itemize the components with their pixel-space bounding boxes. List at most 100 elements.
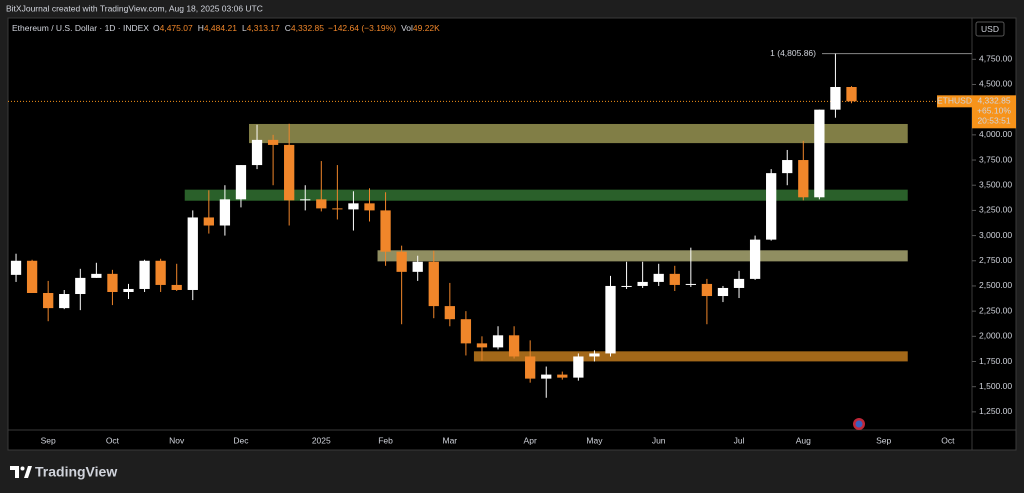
x-tick-label: 2025 bbox=[312, 435, 331, 445]
candle-body bbox=[43, 293, 54, 309]
price-tag bbox=[972, 95, 1016, 129]
candle-body bbox=[814, 109, 825, 198]
candle-body bbox=[685, 283, 696, 285]
y-tick-label: 4,750.00 bbox=[979, 54, 1012, 64]
candle-body bbox=[267, 139, 279, 145]
candle-body bbox=[219, 199, 231, 226]
candle-body bbox=[733, 278, 745, 288]
x-tick-label: Jun bbox=[652, 435, 666, 445]
candle-body bbox=[749, 239, 761, 279]
series-tag bbox=[937, 95, 972, 108]
candle-body bbox=[203, 217, 214, 226]
candle-body bbox=[59, 294, 70, 309]
candle-body bbox=[541, 374, 552, 379]
y-tick-label: 2,250.00 bbox=[979, 305, 1012, 315]
legend-value: 49.22K bbox=[413, 23, 440, 33]
x-tick-label: Oct bbox=[941, 435, 955, 445]
candle-body bbox=[284, 144, 295, 201]
legend-symbol: Ethereum / U.S. Dollar · 1D · INDEX bbox=[12, 23, 149, 33]
candle-body bbox=[171, 284, 182, 290]
candle-body bbox=[605, 285, 616, 354]
candle-body bbox=[589, 353, 600, 357]
candle-body bbox=[701, 283, 713, 297]
y-tick-label: 3,500.00 bbox=[979, 179, 1012, 189]
y-tick-label: 4,500.00 bbox=[979, 79, 1012, 89]
candle-body bbox=[798, 160, 809, 198]
candle-body bbox=[316, 199, 327, 209]
candle-body bbox=[26, 260, 38, 294]
candle-body bbox=[444, 306, 455, 320]
candle-body bbox=[766, 173, 777, 240]
logo-mark bbox=[20, 466, 25, 471]
candle-body bbox=[525, 356, 536, 379]
logo-mark bbox=[10, 466, 19, 478]
logo bbox=[10, 466, 32, 478]
candle-body bbox=[492, 335, 504, 348]
candle-body bbox=[476, 343, 488, 348]
last-price: 4,332.85 bbox=[977, 96, 1010, 106]
last-change: +65.10% bbox=[977, 106, 1011, 116]
candle-body bbox=[717, 287, 729, 297]
candle-body bbox=[573, 356, 584, 378]
annotation-label: 1 (4,805.86) bbox=[770, 48, 816, 58]
candle-body bbox=[830, 86, 841, 110]
legend-key: O bbox=[153, 23, 160, 33]
candle-body bbox=[621, 285, 632, 287]
x-tick-label: Sep bbox=[41, 435, 56, 445]
legend-value: 4,332.85 bbox=[291, 23, 324, 33]
candle-body bbox=[155, 260, 166, 285]
chart-panel bbox=[7, 17, 1017, 451]
y-tick-label: 3,000.00 bbox=[979, 230, 1012, 240]
legend-value: 4,484.21 bbox=[204, 23, 237, 33]
candle-body bbox=[653, 273, 664, 282]
y-tick-label: 2,500.00 bbox=[979, 280, 1012, 290]
zone bbox=[249, 123, 908, 144]
legend-key: L bbox=[242, 23, 247, 33]
legend-value: −142.64 (−3.19%) bbox=[328, 23, 396, 33]
y-tick-label: 1,250.00 bbox=[979, 406, 1012, 416]
candle-body bbox=[91, 273, 102, 278]
candle-body bbox=[396, 251, 407, 272]
zone bbox=[184, 189, 908, 201]
zone bbox=[473, 351, 908, 362]
legend-key: H bbox=[198, 23, 204, 33]
logo-mark bbox=[24, 466, 32, 478]
candle-body bbox=[669, 273, 680, 285]
legend-key: C bbox=[285, 23, 291, 33]
candle-body bbox=[235, 165, 247, 200]
candle-body bbox=[251, 139, 263, 166]
event-icon-inner bbox=[855, 420, 863, 428]
legend: Ethereum / U.S. Dollar · 1D · INDEX O4,47… bbox=[12, 23, 440, 33]
x-tick-label: May bbox=[586, 435, 603, 445]
zone bbox=[377, 250, 908, 262]
x-tick-label: Apr bbox=[524, 435, 537, 445]
candle-body bbox=[187, 217, 198, 290]
candle-body bbox=[10, 260, 22, 275]
currency-box[interactable] bbox=[975, 21, 1005, 37]
y-tick-label: 2,750.00 bbox=[979, 255, 1012, 265]
x-tick-label: Oct bbox=[106, 435, 120, 445]
y-tick-label: 3,750.00 bbox=[979, 154, 1012, 164]
candle-body bbox=[75, 277, 86, 295]
candle-body bbox=[508, 335, 520, 357]
candle-body bbox=[380, 210, 391, 252]
y-tick-label: 1,750.00 bbox=[979, 356, 1012, 366]
candle-body bbox=[364, 203, 375, 211]
candle-body bbox=[123, 288, 134, 292]
x-tick-label: Mar bbox=[443, 435, 458, 445]
candle-body bbox=[782, 160, 793, 174]
candle-body bbox=[412, 261, 423, 272]
x-tick-label: Sep bbox=[876, 435, 891, 445]
y-tick-label: 2,000.00 bbox=[979, 331, 1012, 341]
currency: USD bbox=[981, 24, 999, 34]
candle-body bbox=[846, 86, 857, 102]
x-tick-label: Jul bbox=[734, 435, 745, 445]
candle-body bbox=[557, 374, 568, 378]
y-tick-label: 1,500.00 bbox=[979, 381, 1012, 391]
plot: 1,250.00 1,500.00 1,750.00 2,000.00 2,250.00… bbox=[8, 48, 1012, 445]
candle-body bbox=[107, 273, 118, 292]
y-tick-label: 3,250.00 bbox=[979, 205, 1012, 215]
candle-body bbox=[300, 199, 311, 201]
x-tick-label: Dec bbox=[233, 435, 249, 445]
x-tick-label: Aug bbox=[796, 435, 811, 445]
